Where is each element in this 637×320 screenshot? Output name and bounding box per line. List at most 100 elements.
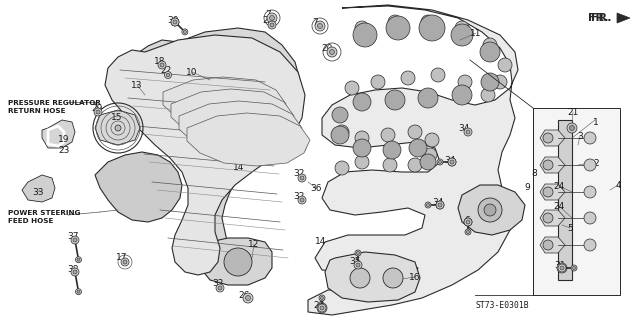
Polygon shape (540, 237, 565, 253)
Text: 31: 31 (554, 261, 566, 270)
Circle shape (383, 158, 397, 172)
Circle shape (75, 289, 82, 295)
Text: 32: 32 (293, 169, 304, 178)
Circle shape (267, 13, 277, 23)
Polygon shape (617, 13, 630, 23)
Polygon shape (187, 113, 310, 166)
Circle shape (464, 218, 472, 226)
Circle shape (458, 75, 472, 89)
Circle shape (448, 158, 456, 166)
Circle shape (355, 250, 361, 256)
Circle shape (270, 23, 274, 27)
Text: 37: 37 (68, 231, 79, 241)
Circle shape (543, 213, 553, 223)
Circle shape (182, 29, 188, 35)
Circle shape (438, 203, 442, 207)
Circle shape (269, 15, 275, 20)
Circle shape (320, 297, 324, 300)
Polygon shape (540, 184, 565, 200)
Circle shape (573, 267, 575, 269)
Text: 24: 24 (554, 202, 564, 211)
Text: FR.: FR. (589, 13, 609, 23)
Circle shape (317, 23, 322, 28)
Polygon shape (95, 110, 140, 145)
Circle shape (543, 160, 553, 170)
Circle shape (353, 23, 377, 47)
Text: 3: 3 (577, 132, 583, 140)
Circle shape (173, 20, 177, 24)
Circle shape (318, 304, 326, 312)
Circle shape (320, 306, 324, 310)
Circle shape (298, 174, 306, 182)
Text: ST73-E0301B: ST73-E0301B (476, 301, 529, 310)
Circle shape (481, 73, 499, 91)
Text: 16: 16 (409, 273, 421, 282)
Text: 26: 26 (238, 292, 250, 300)
Circle shape (317, 303, 327, 313)
Circle shape (567, 123, 577, 133)
Circle shape (356, 263, 360, 267)
Polygon shape (22, 175, 55, 202)
Text: 6: 6 (464, 215, 470, 225)
Text: 9: 9 (524, 182, 530, 191)
Text: 34: 34 (458, 124, 469, 132)
Text: 23: 23 (59, 146, 69, 155)
Circle shape (386, 16, 410, 40)
Circle shape (96, 110, 100, 114)
Circle shape (464, 218, 472, 226)
Circle shape (345, 81, 359, 95)
Text: 32: 32 (212, 279, 224, 289)
Text: 12: 12 (248, 239, 260, 249)
Polygon shape (202, 238, 272, 285)
Text: 24: 24 (554, 181, 564, 190)
Circle shape (438, 161, 441, 164)
Polygon shape (155, 65, 278, 118)
Text: 17: 17 (116, 253, 128, 262)
Text: 38: 38 (68, 266, 79, 275)
Circle shape (465, 229, 471, 235)
Circle shape (164, 71, 171, 78)
Polygon shape (179, 101, 302, 154)
Circle shape (327, 47, 337, 57)
Circle shape (450, 160, 454, 164)
Text: 25: 25 (262, 15, 274, 25)
Polygon shape (540, 130, 565, 146)
Circle shape (245, 295, 250, 300)
Polygon shape (458, 185, 525, 235)
Circle shape (218, 286, 222, 290)
Circle shape (448, 158, 456, 166)
Text: 2: 2 (593, 158, 599, 167)
Circle shape (357, 252, 359, 254)
Circle shape (450, 160, 454, 164)
Circle shape (320, 306, 324, 310)
Circle shape (584, 239, 596, 251)
Circle shape (466, 130, 470, 134)
Circle shape (455, 21, 469, 35)
Circle shape (436, 201, 444, 209)
Circle shape (77, 258, 80, 261)
Circle shape (425, 202, 431, 208)
Circle shape (584, 132, 596, 144)
Circle shape (71, 236, 79, 244)
Circle shape (158, 61, 166, 69)
Circle shape (224, 248, 252, 276)
Circle shape (466, 220, 470, 224)
Circle shape (383, 141, 401, 159)
Text: POWER STEERING
FEED HOSE: POWER STEERING FEED HOSE (8, 210, 80, 224)
Circle shape (464, 128, 472, 136)
Text: 13: 13 (131, 81, 143, 90)
Circle shape (420, 154, 436, 170)
Text: 14: 14 (233, 163, 245, 172)
Circle shape (480, 42, 500, 62)
Circle shape (559, 266, 564, 270)
Circle shape (409, 139, 427, 157)
Circle shape (171, 18, 179, 26)
Text: 32: 32 (293, 191, 304, 201)
Circle shape (300, 176, 304, 180)
Circle shape (71, 268, 79, 276)
Circle shape (383, 268, 403, 288)
Circle shape (298, 196, 306, 204)
Circle shape (183, 30, 187, 33)
Text: 1: 1 (593, 117, 599, 126)
Circle shape (355, 155, 369, 169)
